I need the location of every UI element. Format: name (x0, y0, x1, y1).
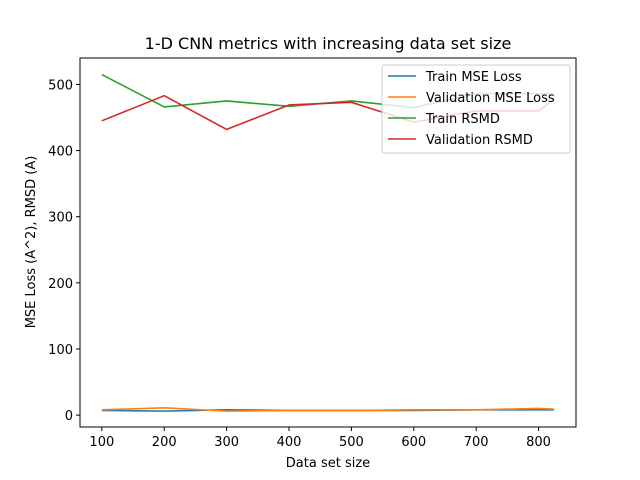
y-tick-label: 400 (48, 145, 73, 160)
x-tick-label: 100 (89, 435, 114, 450)
x-tick-label: 600 (401, 435, 426, 450)
series-line-2 (101, 407, 555, 412)
legend-entry: Validation MSE Loss (426, 91, 555, 106)
x-axis: 100 200 300 400 500 600 700 800 (89, 427, 551, 450)
x-axis-label: Data set size (286, 456, 370, 471)
x-tick-label: 800 (526, 435, 551, 450)
chart-title: 1-D CNN metrics with increasing data set… (145, 34, 512, 53)
legend-entry: Train RSMD (425, 112, 500, 127)
x-tick-label: 300 (214, 435, 239, 450)
y-tick-label: 200 (48, 277, 73, 292)
y-tick-label: 500 (48, 78, 73, 93)
x-tick-label: 400 (277, 435, 302, 450)
x-tick-label: 500 (339, 435, 364, 450)
x-tick-label: 200 (152, 435, 177, 450)
y-tick-label: 300 (48, 211, 73, 226)
x-tick-label: 700 (464, 435, 489, 450)
y-axis: 0 100 200 300 400 500 (48, 78, 80, 424)
legend-box (381, 64, 571, 154)
legend-entry: Train MSE Loss (425, 70, 522, 85)
legend-entry: Validation RSMD (426, 133, 533, 148)
y-tick-label: 100 (48, 343, 73, 358)
plot-frame (79, 57, 577, 428)
legend: Train MSE Loss Validation MSE Loss Train R… (381, 64, 571, 154)
y-axis-label: MSE Loss (A^2), RMSD (A) (24, 156, 39, 329)
y-tick-label: 0 (65, 409, 73, 424)
